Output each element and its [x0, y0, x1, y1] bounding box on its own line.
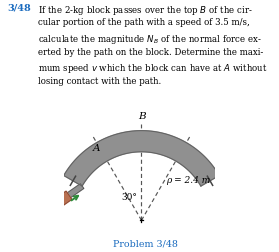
Text: Problem 3/48: Problem 3/48	[113, 239, 178, 248]
Text: calculate the magnitude $N_B$ of the normal force ex-: calculate the magnitude $N_B$ of the nor…	[38, 33, 261, 46]
Text: 30°: 30°	[121, 193, 137, 202]
Text: A: A	[93, 144, 100, 153]
Text: losing contact with the path.: losing contact with the path.	[38, 77, 161, 86]
Text: B: B	[138, 112, 145, 121]
Polygon shape	[35, 184, 84, 220]
Polygon shape	[58, 191, 72, 205]
Text: cular portion of the path with a speed of 3.5 m/s,: cular portion of the path with a speed o…	[38, 18, 249, 27]
Text: mum speed $v$ which the block can have at $A$ without: mum speed $v$ which the block can have a…	[38, 62, 268, 75]
Polygon shape	[64, 131, 219, 186]
Text: ρ = 2.4 m: ρ = 2.4 m	[167, 176, 211, 185]
Text: erted by the path on the block. Determine the maxi-: erted by the path on the block. Determin…	[38, 48, 263, 57]
Text: 3/48: 3/48	[7, 4, 31, 13]
Text: If the 2-kg block passes over the top $B$ of the cir-: If the 2-kg block passes over the top $B…	[38, 4, 252, 17]
